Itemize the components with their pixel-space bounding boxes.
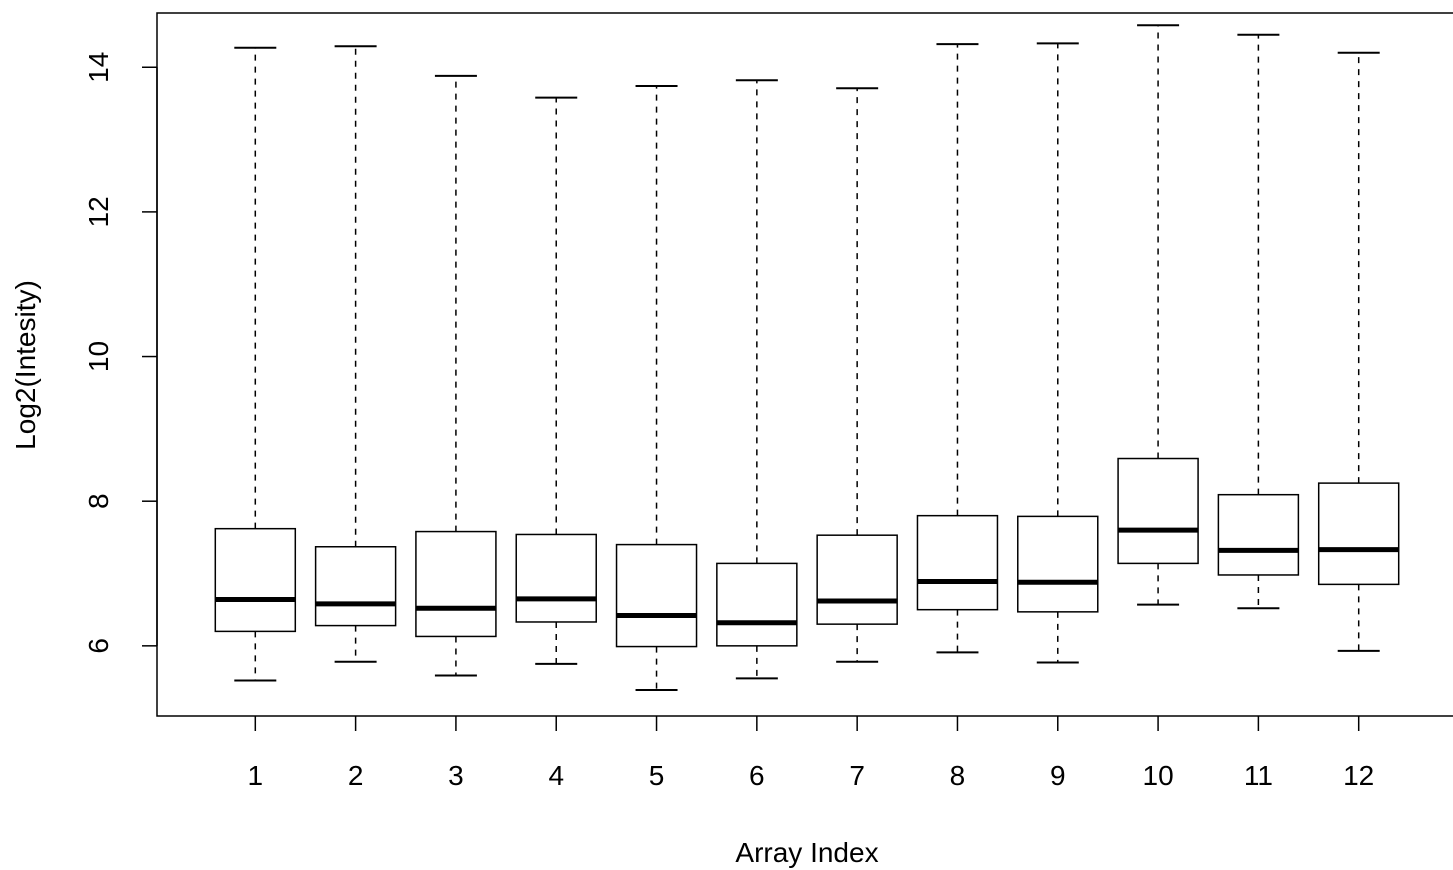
x-tick-label: 6 <box>749 760 765 791</box>
iqr-box <box>816 534 898 625</box>
iqr-box <box>515 533 597 623</box>
box-group-5 <box>615 85 698 691</box>
box-group-2 <box>314 45 397 663</box>
iqr-box <box>1117 457 1199 565</box>
box-group-11 <box>1217 33 1300 610</box>
x-tick-label: 11 <box>1244 760 1273 791</box>
y-tick-label: 14 <box>83 52 114 83</box>
box-group-7 <box>816 87 898 663</box>
y-tick-label: 10 <box>83 341 114 372</box>
x-tick-label: 8 <box>950 760 966 791</box>
box-group-8 <box>916 43 999 654</box>
y-axis-title: Log2(Intesity) <box>10 280 41 450</box>
x-tick-label: 7 <box>849 760 865 791</box>
box-group-6 <box>716 79 798 680</box>
box-group-4 <box>515 96 597 665</box>
iqr-box <box>214 527 297 633</box>
box-group-3 <box>415 74 497 677</box>
iqr-box <box>916 514 999 611</box>
box-group-10 <box>1117 24 1199 606</box>
box-group-1 <box>214 46 297 682</box>
y-tick-label: 12 <box>83 196 114 227</box>
y-axis: 6 8 10 12 14 <box>83 52 158 654</box>
x-tick-label: 12 <box>1343 760 1374 791</box>
iqr-box <box>1317 482 1400 586</box>
x-tick-label: 5 <box>649 760 665 791</box>
iqr-box <box>314 546 397 627</box>
x-tick-label: 4 <box>548 760 564 791</box>
box-group-9 <box>1017 42 1099 664</box>
x-tick-label: 3 <box>448 760 464 791</box>
x-tick-label: 9 <box>1050 760 1066 791</box>
y-tick-label: 8 <box>83 493 114 509</box>
iqr-box <box>615 543 698 648</box>
iqr-box <box>415 530 497 638</box>
iqr-box <box>716 562 798 647</box>
box-group-12 <box>1317 51 1400 652</box>
x-tick-label: 1 <box>248 760 264 791</box>
x-tick-label: 10 <box>1143 760 1174 791</box>
iqr-box <box>1217 493 1300 576</box>
boxes-layer <box>214 24 1400 691</box>
x-axis: 1 2 3 4 5 6 7 8 9 10 11 12 <box>248 716 1374 791</box>
x-tick-label: 2 <box>348 760 364 791</box>
x-axis-title: Array Index <box>735 837 878 868</box>
y-tick-label: 6 <box>83 638 114 654</box>
iqr-box <box>1017 515 1099 613</box>
